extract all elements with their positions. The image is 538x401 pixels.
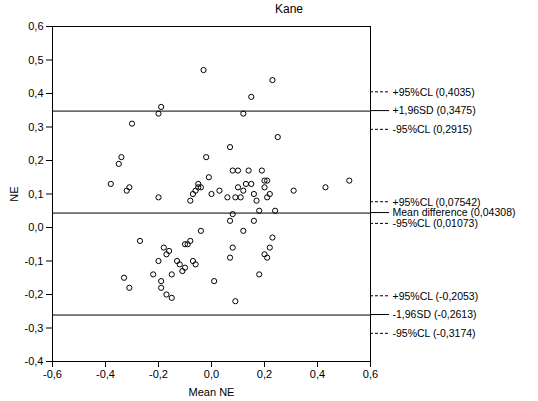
svg-text:0,4: 0,4 (28, 87, 43, 99)
svg-text:-1,96SD (-0,2613): -1,96SD (-0,2613) (393, 308, 477, 320)
svg-text:+1,96SD (0,3475): +1,96SD (0,3475) (393, 104, 476, 116)
svg-text:+95%CL (0,07542): +95%CL (0,07542) (392, 195, 481, 208)
svg-text:0,2: 0,2 (257, 368, 272, 380)
svg-text:0,3: 0,3 (28, 121, 43, 133)
svg-text:+95%CL (-0,2053): +95%CL (-0,2053) (393, 290, 479, 302)
svg-text:0,1: 0,1 (28, 188, 43, 200)
svg-text:0,6: 0,6 (28, 20, 43, 32)
svg-text:-95%CL (0,01073): -95%CL (0,01073) (393, 217, 478, 229)
svg-text:0,0: 0,0 (28, 221, 43, 233)
svg-text:+95%CL (0,4035): +95%CL (0,4035) (393, 86, 475, 98)
svg-text:0,5: 0,5 (28, 54, 43, 66)
svg-text:-95%CL (0,2915): -95%CL (0,2915) (393, 123, 473, 135)
svg-text:Mean NE: Mean NE (189, 386, 235, 398)
svg-text:-0,4: -0,4 (25, 355, 44, 367)
svg-text:-0,4: -0,4 (96, 368, 115, 380)
svg-text:-0,2: -0,2 (25, 288, 44, 300)
html-text:Kane: Kane (275, 2, 303, 16)
svg-text:-0,1: -0,1 (25, 255, 44, 267)
svg-text:Mean difference (0,04308): Mean difference (0,04308) (392, 206, 516, 219)
svg-text:-0,6: -0,6 (43, 368, 62, 380)
svg-text:-95%CL (-0,3174): -95%CL (-0,3174) (393, 327, 476, 339)
svg-text:0,4: 0,4 (310, 368, 325, 380)
svg-text:0,2: 0,2 (28, 154, 43, 166)
svg-text:NE: NE (8, 186, 20, 201)
svg-text:-0,3: -0,3 (25, 322, 44, 334)
svg-text:0,0: 0,0 (204, 368, 219, 380)
svg-text:-0,2: -0,2 (149, 368, 168, 380)
svg-text:0,6: 0,6 (363, 368, 378, 380)
